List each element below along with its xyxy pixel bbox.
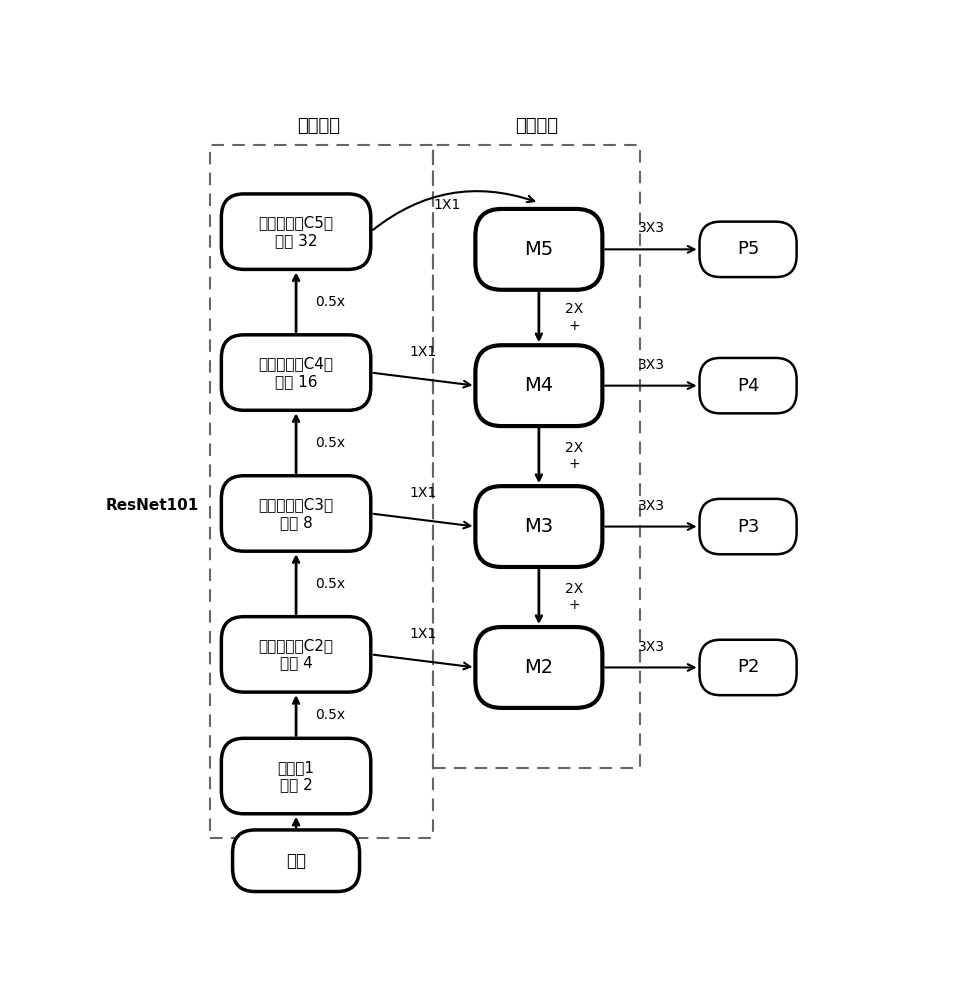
Text: 0.5x: 0.5x: [314, 436, 345, 450]
Text: 3X3: 3X3: [637, 222, 664, 235]
Text: M3: M3: [524, 517, 553, 536]
FancyBboxPatch shape: [700, 222, 796, 277]
Text: 自底向上: 自底向上: [297, 117, 340, 135]
Text: 图片: 图片: [286, 852, 306, 870]
Text: P4: P4: [736, 377, 760, 395]
FancyBboxPatch shape: [222, 617, 371, 692]
FancyBboxPatch shape: [222, 738, 371, 814]
Text: 卷积神1
步幅 2: 卷积神1 步幅 2: [278, 760, 314, 792]
Text: 卷积神４（C4）
步幅 16: 卷积神４（C4） 步幅 16: [258, 356, 334, 389]
FancyBboxPatch shape: [222, 476, 371, 551]
Text: 1X1: 1X1: [434, 198, 461, 212]
FancyBboxPatch shape: [222, 335, 371, 410]
Text: 自顶向下: 自顶向下: [515, 117, 558, 135]
Text: 2X
+: 2X +: [565, 582, 583, 612]
Text: 3X3: 3X3: [637, 640, 664, 654]
FancyBboxPatch shape: [475, 209, 602, 290]
FancyBboxPatch shape: [700, 640, 796, 695]
FancyBboxPatch shape: [475, 486, 602, 567]
Text: 1X1: 1X1: [410, 627, 437, 641]
FancyBboxPatch shape: [700, 358, 796, 413]
Text: 1X1: 1X1: [410, 486, 437, 500]
Text: 2X
+: 2X +: [565, 302, 583, 333]
Text: 1X1: 1X1: [410, 345, 437, 359]
Text: 卷积神３（C3）
步幅 8: 卷积神３（C3） 步幅 8: [258, 497, 334, 530]
Text: M5: M5: [524, 240, 553, 259]
Text: P3: P3: [736, 518, 760, 536]
FancyBboxPatch shape: [475, 345, 602, 426]
Text: 0.5x: 0.5x: [314, 708, 345, 722]
Text: 3X3: 3X3: [637, 358, 664, 372]
Text: P5: P5: [736, 240, 760, 258]
FancyBboxPatch shape: [700, 499, 796, 554]
Text: 卷积神５（C5）
步幅 32: 卷积神５（C5） 步幅 32: [258, 215, 334, 248]
Text: ResNet101: ResNet101: [105, 497, 199, 512]
Text: 卷积神２（C2）
步幅 4: 卷积神２（C2） 步幅 4: [258, 638, 334, 671]
Text: M2: M2: [524, 658, 553, 677]
FancyBboxPatch shape: [475, 627, 602, 708]
Text: 3X3: 3X3: [637, 499, 664, 513]
Text: 0.5x: 0.5x: [314, 295, 345, 309]
Text: M4: M4: [524, 376, 553, 395]
Text: 0.5x: 0.5x: [314, 577, 345, 591]
FancyBboxPatch shape: [232, 830, 360, 892]
FancyBboxPatch shape: [222, 194, 371, 269]
Text: 2X
+: 2X +: [565, 441, 583, 471]
Text: P2: P2: [736, 658, 760, 676]
